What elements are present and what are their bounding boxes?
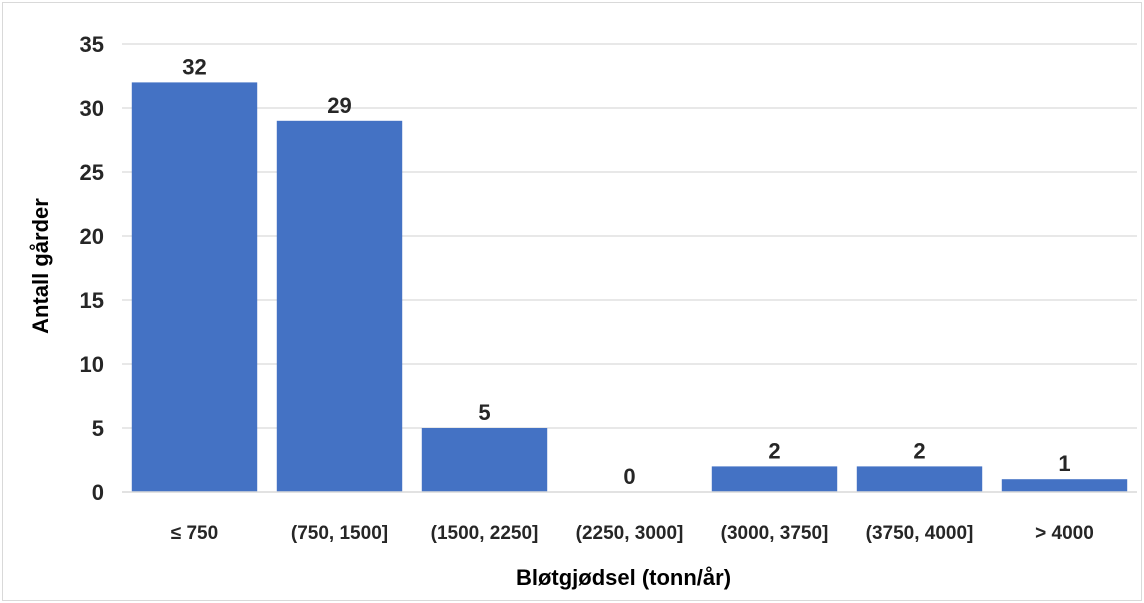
x-tick-label: (2250, 3000] [576,523,684,544]
bar-value-label: 29 [327,93,351,118]
bar [1001,479,1128,492]
x-tick-label: (1500, 2250] [431,523,539,544]
x-tick-label: (750, 1500] [291,523,388,544]
x-axis-ticks: ≤ 750 (750, 1500] (1500, 2250] (2250, 3000]… [171,523,1094,544]
bar [421,428,548,492]
x-tick-label: (3750, 4000] [866,523,974,544]
bar [856,466,983,492]
bar [711,466,838,492]
y-tick-label: 20 [80,224,104,249]
data-labels: 32 29 5 0 2 2 1 [182,54,1070,489]
y-axis-title: Antall gårder [28,198,53,334]
y-tick-label: 10 [80,352,104,377]
x-axis-title: Bløtgjødsel (tonn/år) [516,565,731,590]
y-tick-label: 35 [80,32,104,57]
x-tick-label: ≤ 750 [171,523,218,544]
bar-value-label: 0 [623,464,635,489]
bar [131,82,258,493]
bar-value-label: 5 [478,400,490,425]
bar-value-label: 2 [913,438,925,463]
y-tick-label: 25 [80,160,104,185]
y-tick-label: 5 [92,416,104,441]
x-tick-label: > 4000 [1035,523,1094,544]
y-axis-ticks: 0 5 10 15 20 25 30 35 [80,32,104,505]
x-tick-label: (3000, 3750] [721,523,829,544]
y-tick-label: 30 [80,96,104,121]
gridlines [122,43,1137,429]
y-tick-label: 0 [92,480,104,505]
bar-value-label: 32 [182,54,206,79]
bars [131,82,1128,493]
y-tick-label: 15 [80,288,104,313]
bar [276,120,403,493]
bar-value-label: 1 [1058,451,1070,476]
bar-value-label: 2 [768,438,780,463]
